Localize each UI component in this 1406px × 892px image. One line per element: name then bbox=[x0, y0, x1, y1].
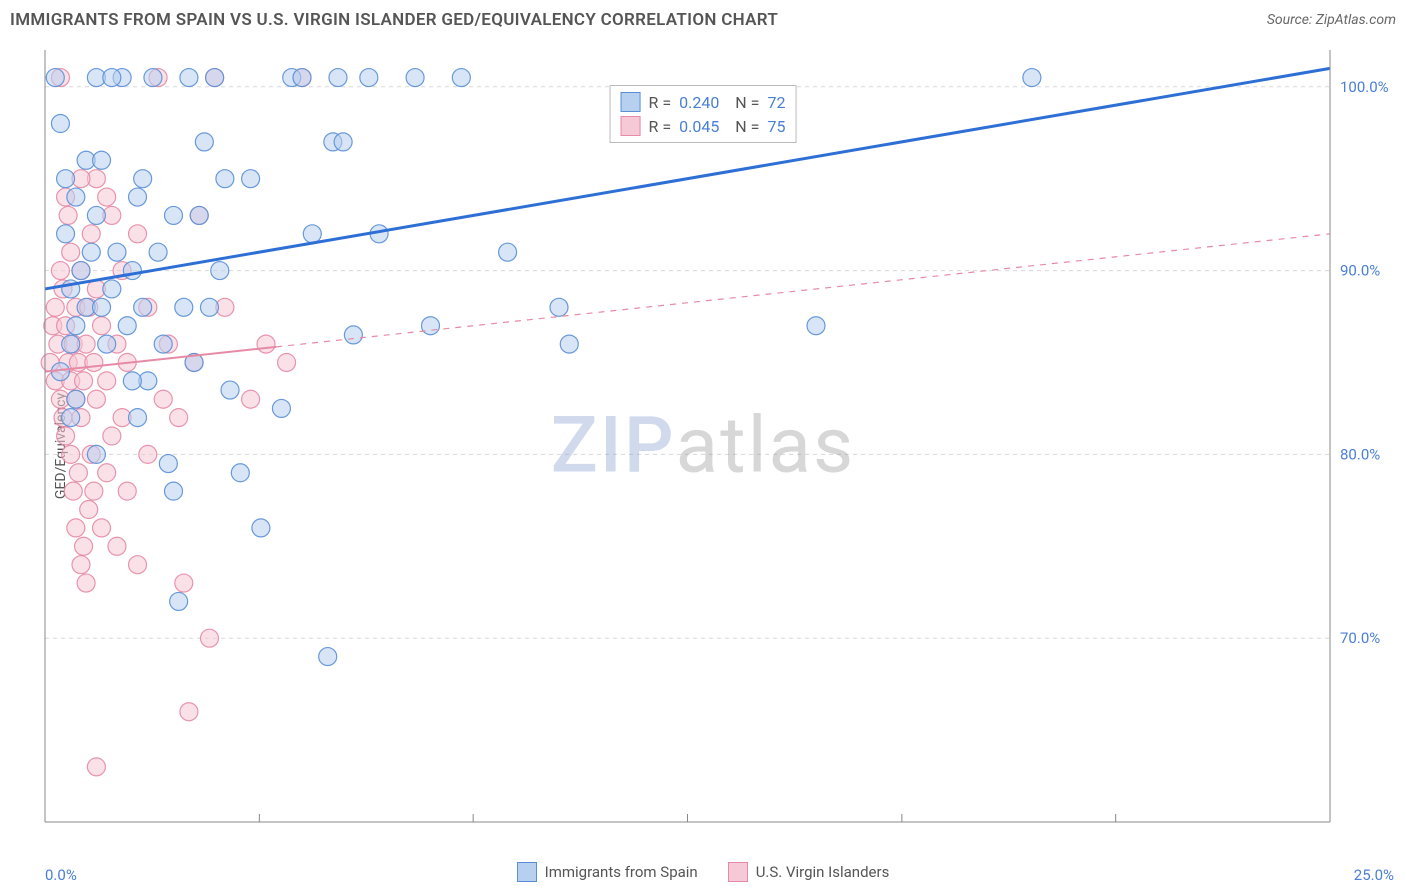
legend-item-0: Immigrants from Spain bbox=[517, 862, 698, 882]
legend-label-1: U.S. Virgin Islanders bbox=[756, 863, 890, 881]
stats-row-series-1: R = 0.045 N = 75 bbox=[621, 114, 786, 138]
scatter-plot: 70.0% 80.0% 90.0% 100.0% bbox=[40, 40, 1400, 852]
legend-swatch-0 bbox=[517, 862, 537, 882]
swatch-series-1 bbox=[621, 116, 641, 136]
legend-item-1: U.S. Virgin Islanders bbox=[728, 862, 890, 882]
legend-label-0: Immigrants from Spain bbox=[545, 863, 698, 881]
svg-text:80.0%: 80.0% bbox=[1340, 445, 1380, 463]
swatch-series-0 bbox=[621, 92, 641, 112]
chart-header: IMMIGRANTS FROM SPAIN VS U.S. VIRGIN ISL… bbox=[0, 0, 1406, 40]
legend-swatch-1 bbox=[728, 862, 748, 882]
r-value-1: 0.045 bbox=[679, 117, 719, 136]
stats-legend-box: R = 0.240 N = 72 R = 0.045 N = 75 bbox=[610, 85, 797, 143]
svg-text:90.0%: 90.0% bbox=[1340, 262, 1380, 280]
series-legend: Immigrants from Spain U.S. Virgin Island… bbox=[517, 862, 890, 882]
chart-area: GED/Equivalency 70.0%80.0%90.0%100.0% ZI… bbox=[0, 40, 1406, 852]
chart-footer: Immigrants from Spain U.S. Virgin Island… bbox=[0, 852, 1406, 892]
source-label: Source: ZipAtlas.com bbox=[1267, 12, 1396, 28]
n-value-1: 75 bbox=[767, 117, 785, 136]
stats-row-series-0: R = 0.240 N = 72 bbox=[621, 90, 786, 114]
r-value-0: 0.240 bbox=[679, 93, 719, 112]
svg-text:70.0%: 70.0% bbox=[1340, 629, 1380, 647]
svg-text:100.0%: 100.0% bbox=[1340, 78, 1389, 96]
chart-title: IMMIGRANTS FROM SPAIN VS U.S. VIRGIN ISL… bbox=[10, 10, 778, 30]
n-value-0: 72 bbox=[767, 93, 785, 112]
